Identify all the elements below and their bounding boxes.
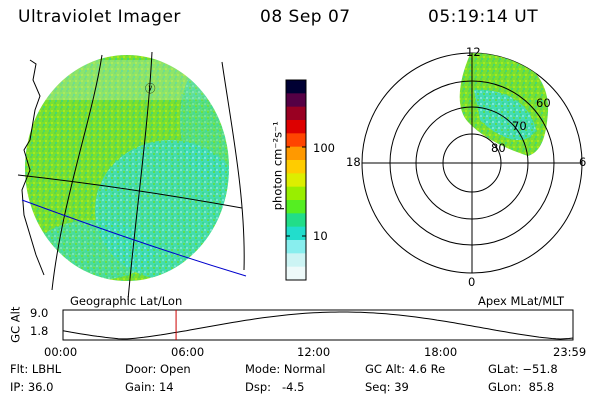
colorbar-frame [285, 79, 307, 281]
mlt-label-bottom: 0 [468, 275, 476, 289]
polar-plot [361, 52, 583, 274]
time-label: 05:19:14 UT [428, 7, 539, 27]
mlat-label-80: 80 [491, 141, 506, 155]
colorbar-segment [286, 266, 306, 281]
colorbar-tick-10: 10 [313, 229, 328, 243]
mlt-label-top: 12 [466, 45, 481, 59]
seq-value: Seq: 39 [365, 380, 409, 394]
gain-value: Gain: 14 [125, 380, 174, 394]
mlat-label-70: 70 [512, 119, 527, 133]
colorbar-segment [286, 200, 306, 214]
colorbar-segment [286, 226, 306, 241]
date-label: 08 Sep 07 [260, 7, 351, 27]
colorbar-segment [286, 120, 306, 134]
mlt-label-left: 18 [346, 155, 361, 169]
dsp-value: Dsp: -4.5 [245, 380, 305, 394]
time-tick-1800: 18:00 [424, 345, 458, 359]
colorbar-segment [286, 146, 306, 161]
colorbar-segment [286, 173, 306, 188]
mlt-label-right: 6 [579, 155, 587, 169]
altitude-strip-plot [62, 309, 574, 341]
colorbar-tick-100: 100 [313, 141, 335, 155]
colorbar-segment [286, 240, 306, 254]
colorbar-segment [286, 80, 306, 94]
time-tick-1200: 12:00 [297, 345, 331, 359]
glat-value: GLat: −51.8 [488, 362, 558, 376]
satellite-footprint-icon: ⓨ [145, 83, 156, 95]
mode-value: Mode: Normal [245, 362, 326, 376]
instrument-title: Ultraviolet Imager [18, 7, 181, 27]
glon-value: GLon: 85.8 [488, 380, 555, 394]
polar-panel-caption: Apex MLat/MLT [478, 294, 565, 308]
time-tick-0000: 00:00 [44, 345, 78, 359]
colorbar-unit-label: photon cm⁻²s⁻¹ [270, 121, 285, 211]
colorbar-segment [286, 93, 306, 108]
altitude-label-min: 1.8 [30, 324, 49, 338]
colorbar-segment [286, 133, 306, 148]
colorbar-segment [286, 160, 306, 174]
geo-grid [17, 51, 245, 301]
coastline [21, 59, 45, 276]
altitude-label-max: 9.0 [30, 306, 49, 320]
gc-alt-value: GC Alt: 4.6 Re [365, 362, 446, 376]
time-tick-0600: 06:00 [171, 345, 205, 359]
colorbar [285, 79, 307, 281]
geo-image-disk [25, 55, 229, 281]
altitude-axis-title: GC Alt [8, 306, 23, 343]
altitude-curve [62, 311, 574, 340]
colorbar-segment [286, 253, 306, 268]
filter-value: Flt: LBHL [10, 362, 62, 376]
ip-value: IP: 36.0 [10, 380, 54, 394]
colorbar-segment [286, 186, 306, 201]
colorbar-segment [286, 106, 306, 121]
time-tick-2359: 23:59 [553, 345, 587, 359]
colorbar-segment [286, 213, 306, 228]
door-value: Door: Open [125, 362, 191, 376]
geo-panel-caption: Geographic Lat/Lon [70, 294, 183, 308]
terminator-line [21, 199, 247, 277]
mlat-label-60: 60 [536, 96, 551, 110]
